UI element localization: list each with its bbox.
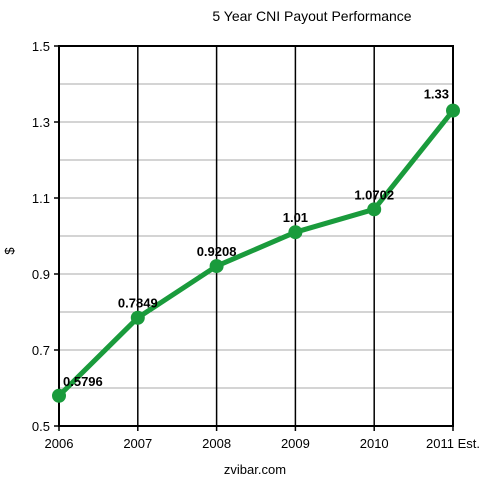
data-point — [367, 202, 382, 217]
plot-frame — [58, 45, 454, 427]
data-point — [288, 225, 303, 240]
x-tick-label: 2006 — [45, 436, 74, 451]
data-label: 0.9208 — [197, 244, 237, 259]
x-axis-ticks: 2006 2007 2008 2009 2010 2011 Est. — [45, 426, 480, 451]
series-line — [56, 108, 456, 399]
y-axis-label: $ — [2, 247, 17, 255]
y-tick-label: 1.1 — [32, 191, 50, 206]
data-label: 0.5796 — [63, 374, 103, 389]
y-tick-label: 1.3 — [32, 115, 50, 130]
y-axis-ticks: 0.5 0.7 0.9 1.1 1.3 1.5 — [32, 39, 59, 434]
data-point — [130, 310, 145, 325]
data-label: 1.33 — [424, 87, 449, 102]
data-label: 1.0702 — [354, 187, 394, 202]
x-tick-label: 2011 Est. — [426, 436, 480, 451]
x-tick-label: 2009 — [281, 436, 310, 451]
data-labels: 0.5796 0.7849 0.9208 1.01 1.0702 1.33 — [63, 87, 449, 389]
grid — [59, 45, 453, 427]
x-tick-label: 2010 — [360, 436, 389, 451]
y-tick-label: 0.9 — [32, 267, 50, 282]
y-tick-label: 0.5 — [32, 419, 50, 434]
x-tick-label: 2008 — [202, 436, 231, 451]
series-payout — [52, 103, 460, 403]
data-point — [52, 388, 66, 403]
data-label: 1.01 — [283, 210, 308, 225]
data-point — [209, 259, 224, 274]
data-label: 0.7849 — [118, 296, 158, 311]
chart-title: 5 Year CNI Payout Performance — [212, 8, 411, 24]
x-tick-label: 2007 — [123, 436, 152, 451]
data-point — [446, 103, 460, 118]
y-tick-label: 0.7 — [32, 343, 50, 358]
x-axis-label: zvibar.com — [224, 462, 286, 477]
y-tick-label: 1.5 — [32, 39, 50, 54]
